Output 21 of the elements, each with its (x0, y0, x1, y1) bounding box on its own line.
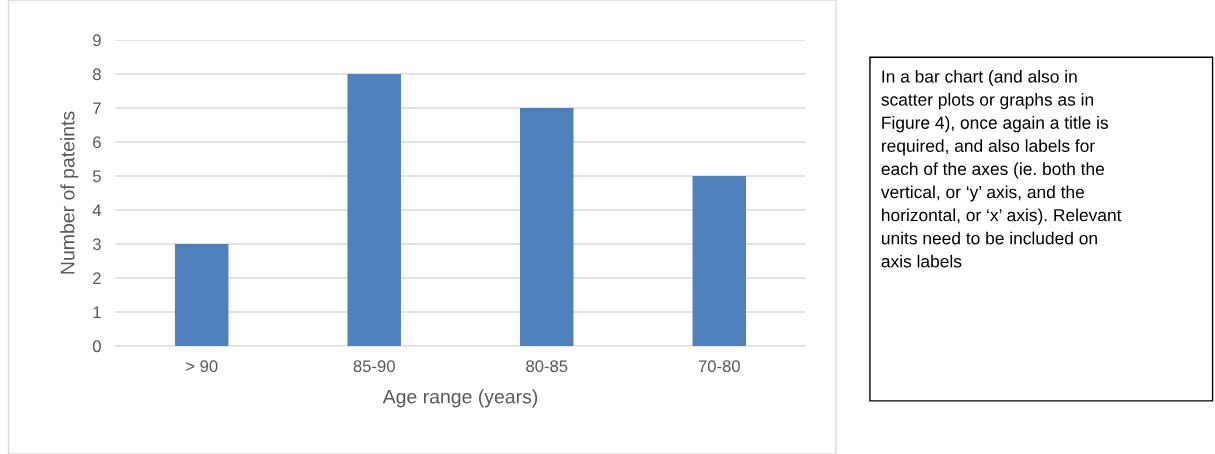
x-tick-label: 70-80 (698, 360, 740, 373)
y-tick-label: 4 (92, 204, 102, 216)
bar (520, 107, 574, 346)
bar (692, 175, 747, 346)
x-axis-title: Age range (years) (382, 389, 538, 408)
y-tick-label: 7 (93, 102, 101, 114)
y-tick-label: 8 (92, 68, 101, 81)
y-tick-label: 1 (93, 306, 101, 318)
y-tick-label: 3 (92, 238, 101, 251)
x-tick-label: 80-85 (526, 360, 568, 373)
y-tick-label: 6 (93, 136, 101, 149)
x-tick-label: 85-90 (353, 360, 395, 373)
y-tick-label: 2 (93, 272, 101, 284)
y-tick-label: 5 (92, 170, 101, 183)
bar (347, 73, 401, 346)
text: In a bar chart (and also in scatter plots or graphs as in Figure 4), once again a title is required, and also labels for each of the axes (ie. both the vertical, or ‘y’ axis, and the horizontal, or ‘x’ axis). Relevant units need to be included on axis labels (880, 69, 1122, 268)
y-tick-label: 9 (93, 34, 101, 47)
y-axis-title: Number of pateints (60, 111, 79, 274)
y-tick-label: 0 (92, 340, 101, 353)
bar (174, 243, 229, 346)
x-tick-label: > 90 (186, 360, 218, 373)
